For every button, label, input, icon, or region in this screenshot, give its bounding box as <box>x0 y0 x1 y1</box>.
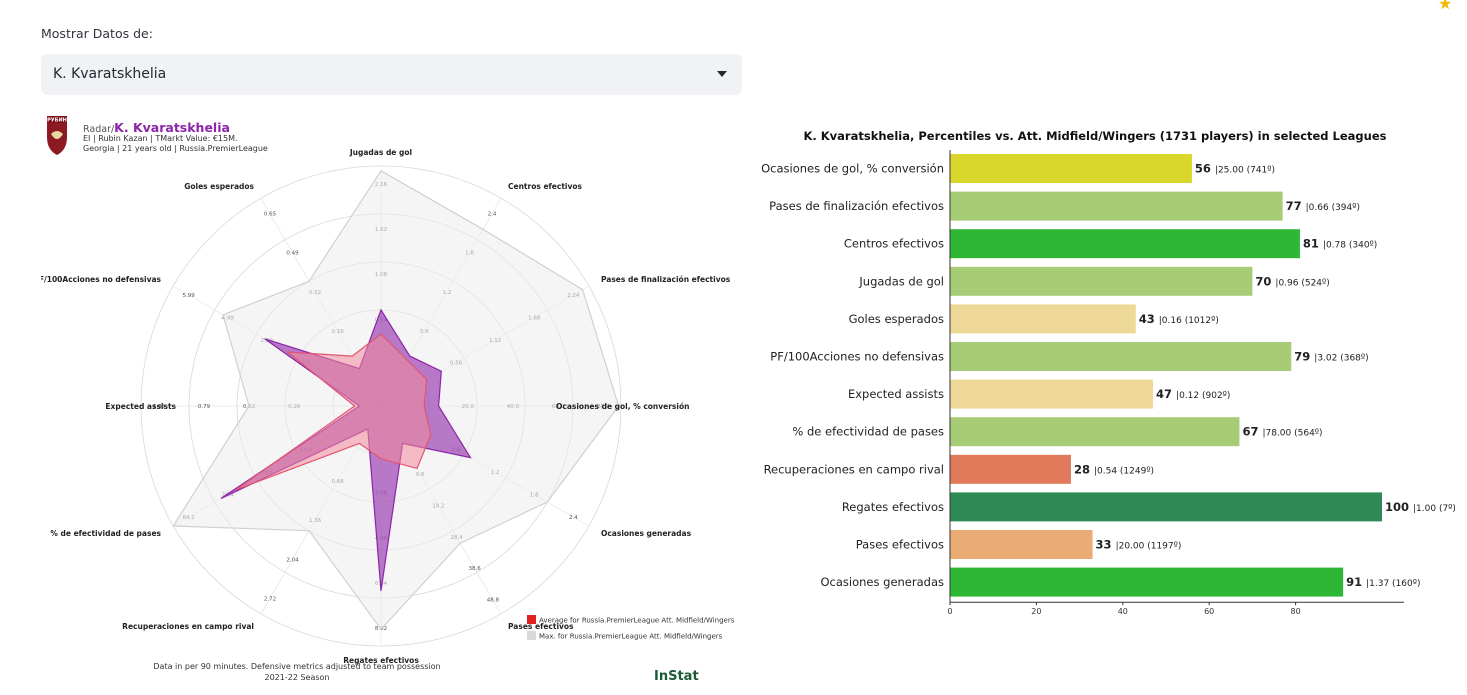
radar-axis-label: Recuperaciones en campo rival <box>122 622 254 631</box>
legend-average-swatch <box>527 615 536 624</box>
bar-value-label: 91 |1.37 (160º) <box>1346 575 1420 589</box>
radar-axis-label: Jugadas de gol <box>349 148 412 157</box>
bar-value-label: 33 |20.00 (1197º) <box>1096 538 1182 552</box>
bar <box>950 454 1071 484</box>
bar-category-label: Ocasiones generadas <box>820 575 944 589</box>
bar-value-label: 28 |0.54 (1249º) <box>1074 462 1154 476</box>
radar-axis-label: Goles esperados <box>184 182 254 191</box>
legend-max-swatch <box>527 631 536 640</box>
radar-footer-note: Data in per 90 minutes. Defensive metric… <box>153 662 440 671</box>
radar-tick-label: 2.4 <box>488 212 497 218</box>
radar-subtitle-2: Georgia | 21 years old | Russia.PremierL… <box>83 144 268 153</box>
bar <box>950 266 1253 296</box>
bar-value-label: 70 |0.96 (524º) <box>1255 274 1329 288</box>
bar <box>950 417 1240 447</box>
bar <box>950 492 1382 522</box>
club-logo: РУБИН <box>47 116 67 155</box>
bar <box>950 530 1093 559</box>
radar-tick-label: 0.79 <box>198 404 211 410</box>
bar-value-label: 79 |3.02 (368º) <box>1294 350 1368 364</box>
bar-value-label: 100 |1.00 (7º) <box>1385 500 1455 514</box>
radar-footer-season: 2021-22 Season <box>264 673 329 682</box>
radar-axis-label: Centros efectivos <box>508 182 583 191</box>
radar-tick-label: 0.49 <box>286 251 299 257</box>
radar-axis-label: Ocasiones de gol, % conversión <box>556 402 689 411</box>
bar-category-label: Pases de finalización efectivos <box>769 199 944 213</box>
bar-category-label: Pases efectivos <box>856 538 944 552</box>
bar-value-label: 47 |0.12 (902º) <box>1156 387 1230 401</box>
radar-average-area <box>235 333 432 491</box>
bar-value-label: 43 |0.16 (1012º) <box>1139 312 1219 326</box>
bar <box>950 567 1344 597</box>
radar-subtitle-1: EI | Rubin Kazan | TMarkt Value: €15M. <box>83 134 238 143</box>
percentile-bar-chart: K. Kvaratskhelia, Percentiles vs. Att. M… <box>761 129 1455 616</box>
radar-axis-label: Regates efectivos <box>343 656 419 665</box>
bar <box>950 379 1154 409</box>
radar-tick-label: 2.4 <box>569 515 578 521</box>
bar <box>950 304 1136 334</box>
radar-tick-label: 2.04 <box>286 557 299 563</box>
radar-axis-label: Pases de finalización efectivos <box>601 275 731 284</box>
chevron-down-icon[interactable] <box>717 71 727 77</box>
radar-tick-label: 0.65 <box>264 212 277 218</box>
bar-value-label: 67 |78.00 (564º) <box>1242 425 1322 439</box>
legend-average-label: Average for Russia.PremierLeague Att. Mi… <box>539 617 735 625</box>
x-tick-label: 60 <box>1204 607 1214 616</box>
legend-max-label: Max. for Russia.PremierLeague Att. Midfi… <box>539 633 723 641</box>
radar-axis-label: Pases efectivos <box>508 622 574 631</box>
bar-category-label: Goles esperados <box>849 312 944 326</box>
radar-tick-label: 1.05 <box>153 404 166 410</box>
bar <box>950 229 1300 259</box>
player-select-label: Mostrar Datos de: <box>41 26 153 41</box>
star-icon[interactable]: ★ <box>1438 0 1453 13</box>
radar-tick-label: 5.99 <box>183 293 196 299</box>
radar-axis-label: Expected assists <box>105 402 176 411</box>
radar-axis-label: Ocasiones generadas <box>601 529 692 538</box>
x-tick-label: 40 <box>1118 607 1128 616</box>
bar-value-label: 77 |0.66 (394º) <box>1286 199 1360 213</box>
bar-chart-title: K. Kvaratskhelia, Percentiles vs. Att. M… <box>803 129 1386 143</box>
radar-title: Radar/K. Kvaratskhelia <box>83 120 230 135</box>
x-tick-label: 0 <box>947 607 952 616</box>
radar-axis-label: % de efectividad de pases <box>50 529 161 538</box>
instat-logo: InStat <box>654 669 699 684</box>
bar <box>950 191 1283 221</box>
bar-category-label: Expected assists <box>848 387 944 401</box>
bar-category-label: % de efectividad de pases <box>792 425 944 439</box>
bar-category-label: Regates efectivos <box>842 500 944 514</box>
radar-axis-label: PF/100Acciones no defensivas <box>41 275 162 284</box>
radar-chart: РУБИН Radar/K. Kvaratskhelia EI | Rubin … <box>41 116 735 684</box>
x-tick-label: 80 <box>1291 607 1301 616</box>
bar <box>950 154 1192 183</box>
radar-legend: Average for Russia.PremierLeague Att. Mi… <box>527 615 735 641</box>
bar-category-label: Jugadas de gol <box>858 274 944 288</box>
bar-category-label: PF/100Acciones no defensivas <box>770 350 944 364</box>
bar <box>950 342 1292 371</box>
radar-tick-label: 38.6 <box>469 566 482 572</box>
svg-text:РУБИН: РУБИН <box>47 118 67 124</box>
bar-value-label: 56 |25.00 (741º) <box>1195 162 1275 176</box>
radar-tick-label: 2.72 <box>264 596 276 602</box>
bar-value-label: 81 |0.78 (340º) <box>1303 237 1377 251</box>
player-select[interactable]: K. Kvaratskhelia <box>41 54 742 95</box>
x-tick-label: 20 <box>1031 607 1041 616</box>
player-select-value: K. Kvaratskhelia <box>53 66 167 82</box>
bar-category-label: Recuperaciones en campo rival <box>764 462 944 476</box>
bar-category-label: Centros efectivos <box>844 237 944 251</box>
radar-tick-label: 48.8 <box>487 598 500 604</box>
bar-category-label: Ocasiones de gol, % conversión <box>761 162 944 176</box>
